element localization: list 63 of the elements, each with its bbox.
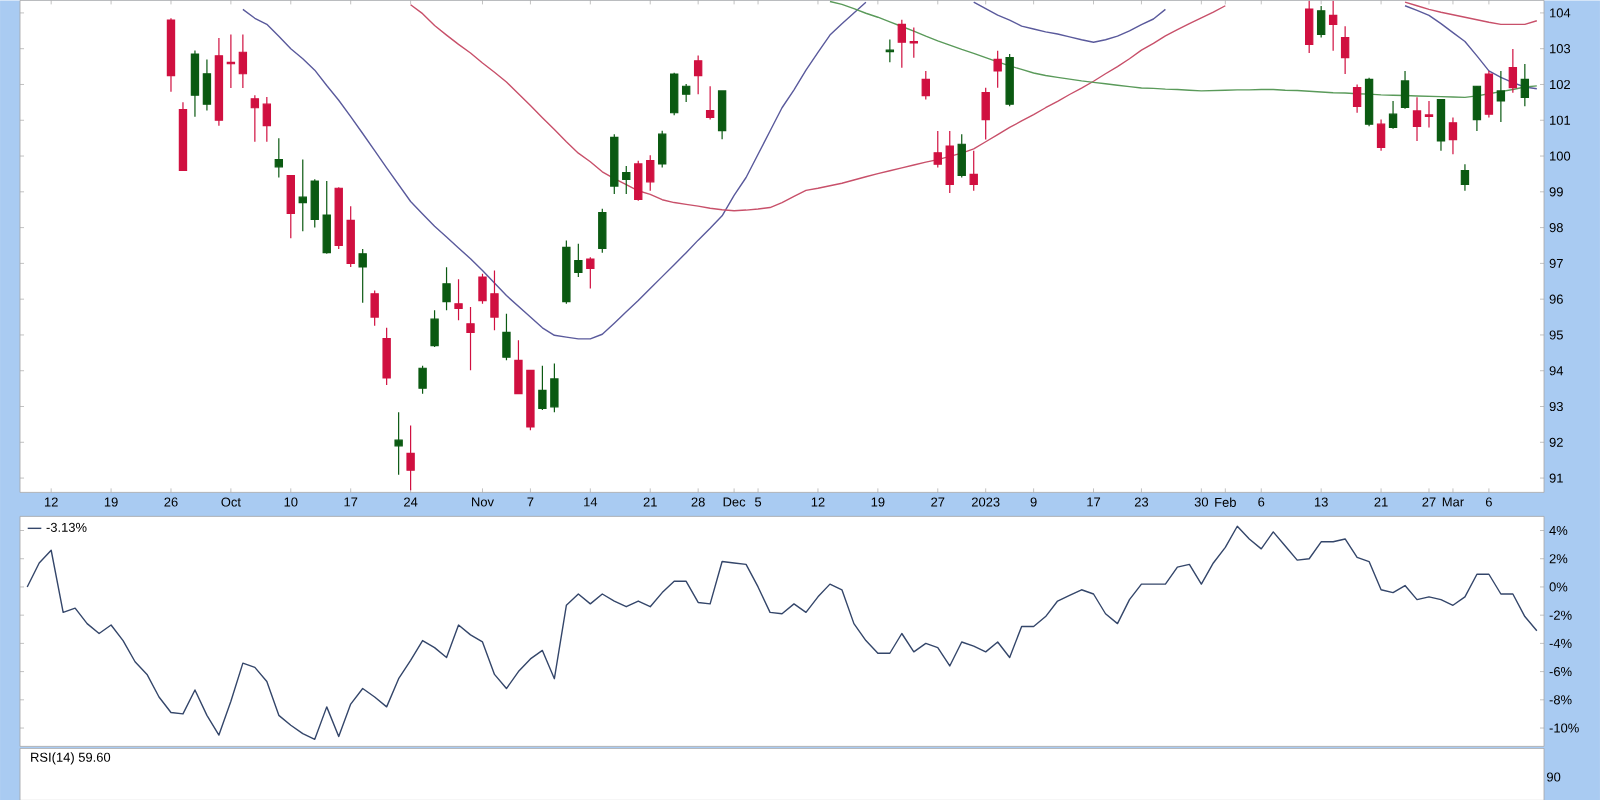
candlestick	[969, 149, 978, 191]
candlestick	[933, 130, 942, 168]
candlestick	[442, 266, 451, 311]
candlestick	[406, 424, 415, 491]
candlestick	[1005, 53, 1014, 107]
candlestick	[1352, 83, 1362, 113]
candlestick	[226, 33, 236, 89]
candlestick	[1436, 98, 1446, 151]
candlestick	[430, 309, 439, 348]
candlestick	[178, 101, 188, 171]
candlestick	[670, 71, 679, 116]
candlestick	[717, 89, 727, 140]
candlestick	[1328, 0, 1338, 52]
candlestick	[250, 94, 260, 142]
candlestick	[202, 58, 212, 111]
candlestick	[681, 83, 691, 103]
candlestick	[190, 49, 200, 117]
candlestick	[1316, 5, 1326, 38]
candlestick	[274, 137, 284, 178]
candlestick	[262, 96, 272, 142]
candlestick	[1508, 48, 1518, 93]
candlestick	[382, 326, 391, 386]
candlestick	[358, 248, 367, 303]
candlestick	[921, 69, 930, 100]
candlestick	[1364, 76, 1374, 127]
candlestick	[298, 158, 307, 232]
candlestick	[1304, 0, 1314, 54]
candlestick	[1460, 163, 1470, 191]
candlestick	[418, 364, 427, 394]
candlestick	[909, 26, 919, 58]
candlestick	[586, 256, 595, 289]
candlestick	[693, 54, 703, 95]
candlestick	[598, 207, 607, 253]
candlestick	[658, 129, 667, 168]
candlestick	[1484, 69, 1494, 118]
candlestick	[214, 36, 224, 126]
candlestick	[394, 411, 403, 476]
candlestick	[1424, 99, 1434, 128]
candlestick	[957, 133, 966, 178]
candlestick	[646, 154, 655, 191]
candlestick	[286, 174, 295, 239]
candlestick	[454, 278, 463, 321]
candlestick	[945, 130, 954, 194]
candlestick	[981, 86, 990, 140]
candlestick	[634, 159, 643, 201]
candlestick	[993, 49, 1002, 88]
candlestick	[1400, 69, 1410, 110]
candlestick	[370, 289, 379, 326]
candlestick	[1496, 69, 1506, 123]
candlestick	[466, 306, 475, 371]
candlestick	[1520, 63, 1530, 107]
candlestick	[1412, 96, 1422, 142]
candlestick	[1472, 85, 1482, 132]
candlestick	[705, 85, 715, 120]
candlestick	[885, 38, 895, 63]
candlestick	[1376, 118, 1386, 151]
candlestick	[1448, 116, 1458, 155]
candlestick	[166, 17, 176, 92]
candlestick	[1340, 25, 1350, 75]
candlestick	[502, 312, 511, 361]
candlestick	[897, 18, 907, 68]
candlestick	[1388, 99, 1398, 130]
candlestick	[238, 33, 248, 89]
